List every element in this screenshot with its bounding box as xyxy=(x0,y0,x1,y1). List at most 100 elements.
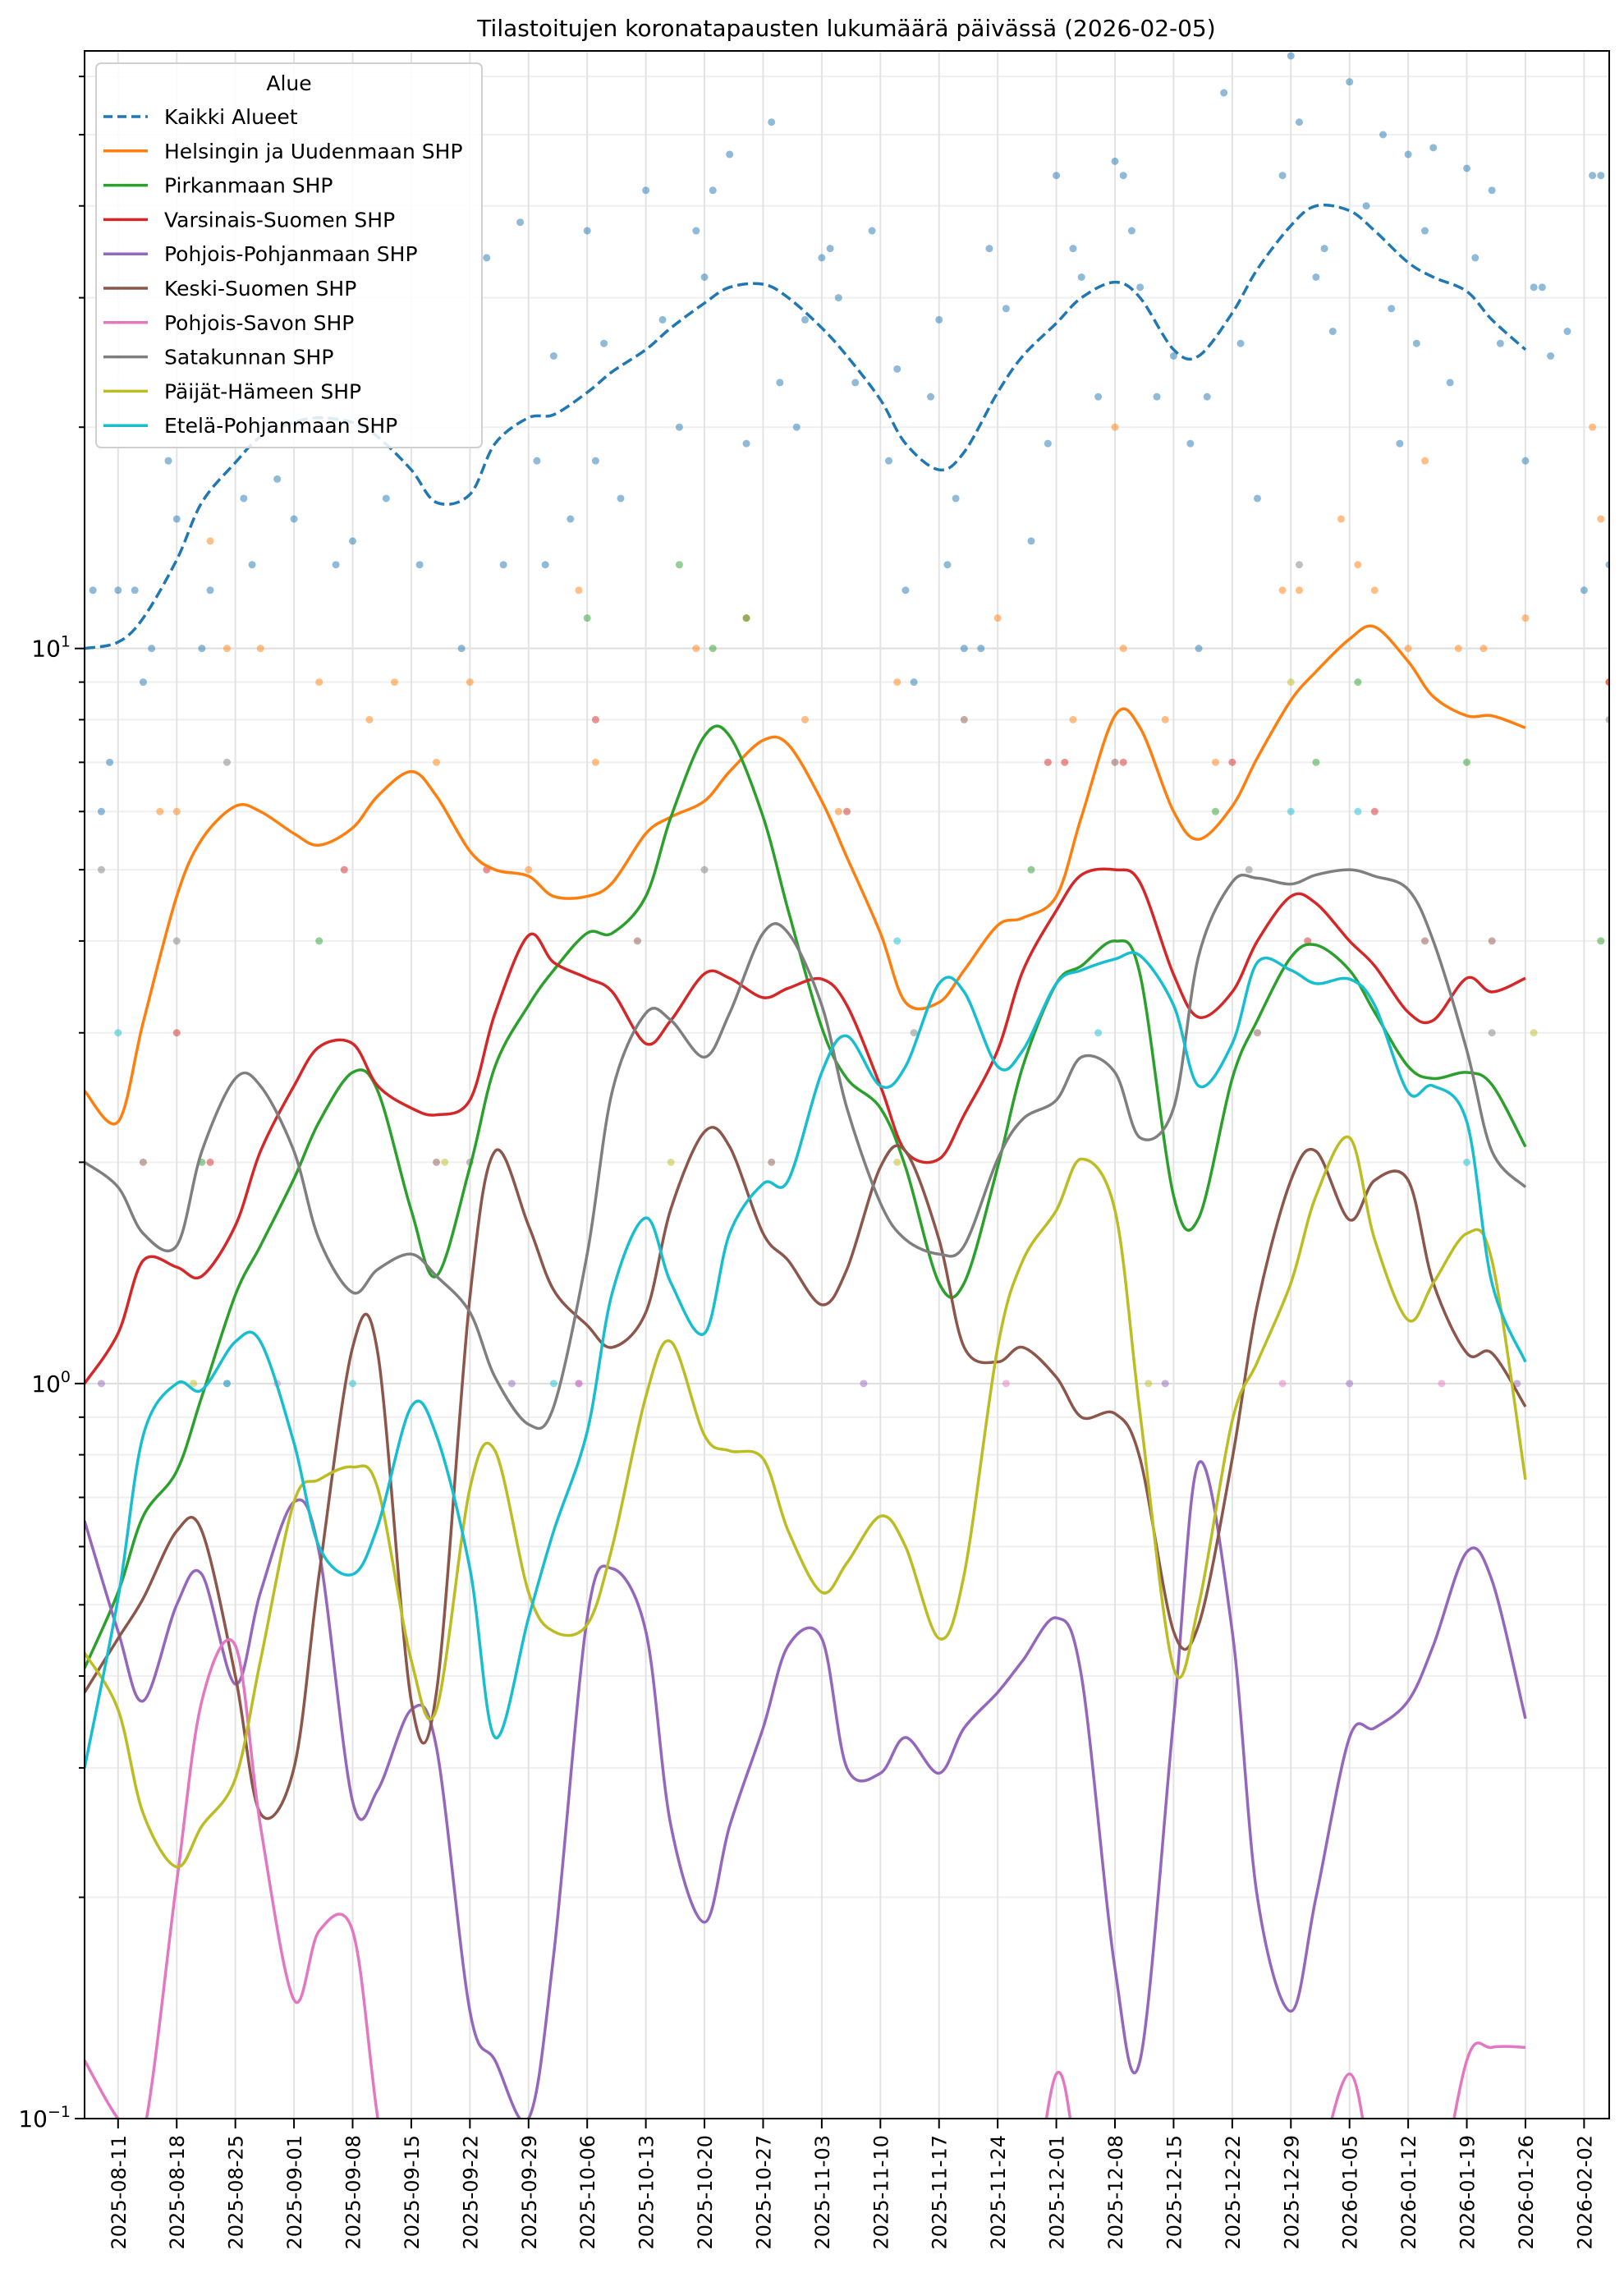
data-point xyxy=(139,1158,147,1166)
legend-title: Alue xyxy=(266,71,311,95)
data-point xyxy=(1153,393,1161,401)
data-point xyxy=(340,866,348,874)
data-point xyxy=(415,561,424,569)
data-point xyxy=(1161,715,1169,723)
data-point xyxy=(391,678,399,686)
data-point xyxy=(792,423,801,431)
data-point xyxy=(1186,439,1195,448)
series-line xyxy=(85,1638,1526,2119)
data-point xyxy=(1245,866,1253,874)
data-point xyxy=(1496,339,1504,347)
data-point xyxy=(1094,393,1103,401)
data-point xyxy=(700,866,709,874)
data-point xyxy=(1521,457,1530,465)
data-point xyxy=(1580,586,1588,595)
data-point xyxy=(549,1380,557,1388)
data-point xyxy=(365,715,374,723)
data-point xyxy=(206,537,214,545)
data-point xyxy=(315,678,323,686)
data-point xyxy=(1370,586,1379,595)
data-point xyxy=(709,645,717,653)
data-point xyxy=(1236,339,1245,347)
data-point xyxy=(457,645,466,653)
data-point xyxy=(1421,937,1429,945)
data-point xyxy=(960,715,968,723)
data-point xyxy=(617,494,625,503)
data-point xyxy=(575,586,583,595)
data-point xyxy=(1211,758,1219,766)
data-point xyxy=(834,294,842,302)
data-point xyxy=(148,645,156,653)
y-tick-label: 101 xyxy=(31,633,71,663)
data-point xyxy=(172,1029,181,1037)
x-tick-label: 2025-11-03 xyxy=(811,2135,834,2249)
data-point xyxy=(106,758,114,766)
data-point xyxy=(1111,423,1119,431)
data-point xyxy=(198,645,206,653)
data-point xyxy=(1312,758,1320,766)
data-point xyxy=(885,457,893,465)
data-point xyxy=(1597,515,1605,523)
scatter-points xyxy=(89,52,1609,1388)
data-point xyxy=(499,561,507,569)
series-line xyxy=(85,1126,1527,1821)
data-point xyxy=(709,186,717,195)
data-point xyxy=(1061,758,1069,766)
data-point xyxy=(851,379,860,387)
data-point xyxy=(1253,494,1261,503)
data-point xyxy=(1069,715,1077,723)
data-point xyxy=(901,586,910,595)
data-point xyxy=(826,245,834,253)
data-point xyxy=(1044,439,1052,448)
data-point xyxy=(1228,758,1236,766)
data-point xyxy=(1354,678,1362,686)
x-tick-label: 2025-08-25 xyxy=(225,2135,248,2249)
data-point xyxy=(591,457,599,465)
x-tick-label: 2025-09-22 xyxy=(459,2135,482,2249)
data-point xyxy=(1136,283,1145,292)
data-point xyxy=(1111,758,1119,766)
data-point xyxy=(382,494,390,503)
data-point xyxy=(1053,172,1061,180)
data-point xyxy=(1111,157,1119,165)
data-point xyxy=(1287,807,1295,815)
data-point xyxy=(1530,1029,1538,1037)
x-tick-label: 2025-10-27 xyxy=(752,2135,775,2249)
data-point xyxy=(222,1380,231,1388)
data-point xyxy=(1145,1380,1153,1388)
legend-label: Etelä-Pohjanmaan SHP xyxy=(164,414,397,438)
data-point xyxy=(843,807,851,815)
data-point xyxy=(97,1380,105,1388)
data-point xyxy=(1379,131,1388,139)
data-point xyxy=(1337,515,1345,523)
data-point xyxy=(977,645,985,653)
data-point xyxy=(1127,227,1135,235)
data-point xyxy=(893,1158,901,1166)
data-point xyxy=(1479,645,1488,653)
y-tick-exponent: 0 xyxy=(61,1368,71,1386)
data-point xyxy=(1547,351,1555,360)
data-point xyxy=(1488,186,1496,195)
y-tick-label: 100 xyxy=(31,1368,71,1398)
data-point xyxy=(1404,150,1412,158)
data-point xyxy=(768,1158,776,1166)
data-point xyxy=(1446,379,1454,387)
data-point xyxy=(1002,1380,1010,1388)
data-point xyxy=(1605,678,1609,686)
data-point xyxy=(1370,807,1379,815)
data-point xyxy=(567,515,575,523)
data-point xyxy=(1304,937,1312,945)
x-tick-label: 2025-11-17 xyxy=(929,2135,952,2249)
x-tick-label: 2025-10-06 xyxy=(576,2135,599,2249)
data-point xyxy=(692,645,700,653)
data-point xyxy=(1589,423,1597,431)
data-point xyxy=(256,645,264,653)
data-point xyxy=(1471,254,1479,262)
data-point xyxy=(1463,164,1471,172)
data-point xyxy=(1362,202,1370,210)
data-point xyxy=(240,494,248,503)
x-tick-label: 2025-12-15 xyxy=(1163,2135,1186,2249)
data-point xyxy=(533,457,541,465)
data-point xyxy=(726,150,734,158)
